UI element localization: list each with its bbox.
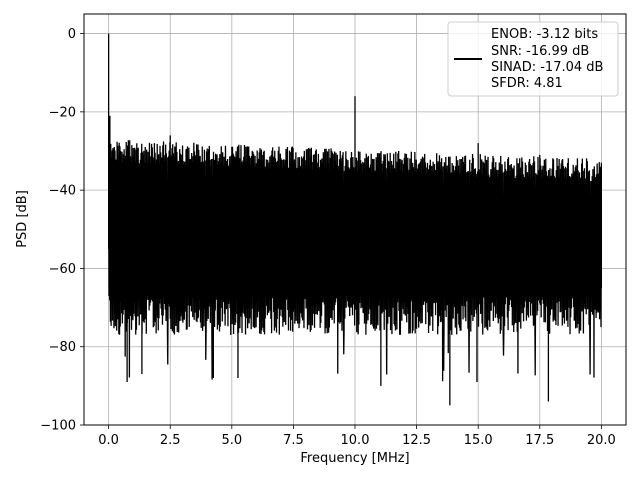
y-tick-label: −100 [40,419,76,434]
x-axis-ticks: 0.0 2.5 5.0 7.5 10.0 12.5 15.0 17.5 20.0 [98,425,616,448]
y-tick-label: −60 [49,262,76,277]
y-tick-label: −20 [49,105,76,120]
x-axis-label: Frequency [MHz] [300,451,409,466]
legend-entry-snr: SNR: -16.99 dB [491,44,589,59]
legend-entry-enob: ENOB: -3.12 bits [491,27,598,42]
x-tick-label: 17.5 [525,433,554,448]
legend-box [447,21,619,97]
y-axis-ticks: 0 −20 −40 −60 −80 −100 [40,27,84,434]
y-tick-label: 0 [68,27,76,42]
x-tick-label: 20.0 [587,433,616,448]
psd-trace [107,33,603,406]
x-tick-label: 10.0 [341,433,370,448]
x-tick-label: 0.0 [98,433,119,448]
x-tick-label: 5.0 [221,433,242,448]
legend-entry-sinad: SINAD: -17.04 dB [491,60,603,75]
x-tick-label: 15.0 [464,433,493,448]
x-tick-label: 12.5 [402,433,431,448]
psd-line [107,33,603,406]
y-tick-label: −80 [49,340,76,355]
x-tick-label: 7.5 [283,433,304,448]
legend-entry-sfdr: SFDR: 4.81 [491,76,563,91]
legend: ENOB: -3.12 bits SNR: -16.99 dB SINAD: -… [447,21,619,97]
x-tick-label: 2.5 [160,433,181,448]
y-axis-label: PSD [dB] [15,190,30,248]
y-tick-label: −40 [49,184,76,199]
